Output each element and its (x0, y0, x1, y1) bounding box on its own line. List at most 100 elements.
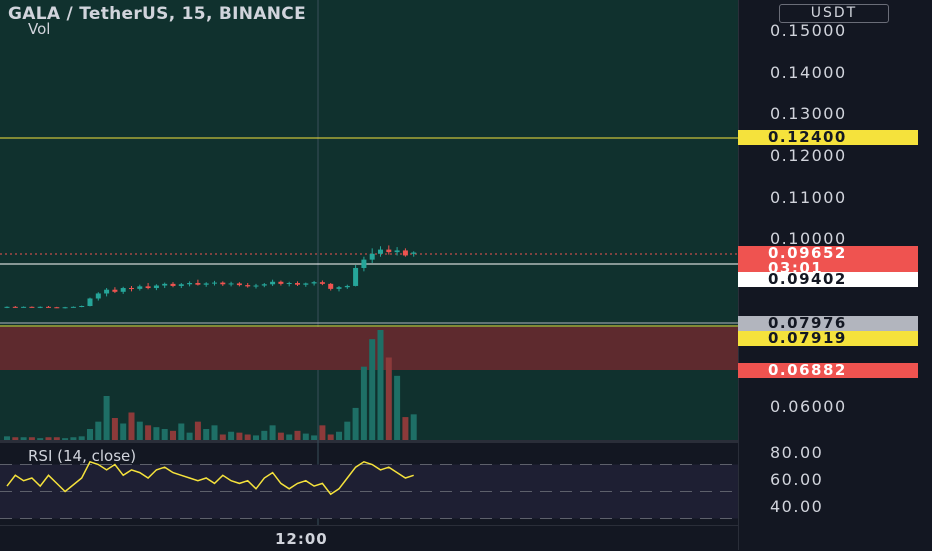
price-tick: 0.06000 (770, 397, 847, 416)
volume-bar (269, 425, 276, 440)
rsi-line (6, 460, 414, 496)
candle-body (228, 283, 234, 285)
candle-body (79, 306, 85, 308)
volume-bar (336, 431, 342, 440)
volume-bar (178, 423, 185, 440)
candle-body (212, 282, 217, 284)
gray-level-badge[interactable]: 0.07976 (738, 316, 918, 331)
rsi-tick: 60.00 (770, 470, 824, 489)
volume-bar (161, 429, 168, 440)
candle-body (129, 288, 134, 290)
candle-body (120, 288, 126, 292)
volume-bar (194, 421, 201, 440)
candle-body (411, 252, 417, 254)
candle-body (319, 282, 325, 284)
pane-divider[interactable] (0, 440, 738, 443)
volume-bar (203, 429, 210, 440)
candle-body (344, 285, 350, 288)
candle-body (112, 289, 118, 292)
candle-body (402, 250, 408, 256)
volume-bar (53, 437, 60, 440)
rsi-tick: 40.00 (770, 497, 824, 516)
alert-price-badge[interactable]: 0.12400 (738, 130, 918, 145)
candle-body (394, 250, 400, 253)
candle-body (137, 286, 143, 289)
candle-body (253, 285, 259, 287)
price-tick: 0.11000 (770, 188, 847, 207)
price-tick: 0.15000 (770, 21, 847, 40)
volume-bar (377, 330, 384, 440)
candle-body (203, 283, 209, 285)
volume-bar (369, 339, 376, 440)
candle-body (178, 284, 184, 286)
price-tick: 0.12000 (770, 146, 847, 165)
volume-bar (78, 436, 85, 440)
candle-body (62, 307, 68, 309)
last-price-badge[interactable]: 0.09652 03:01 (738, 246, 918, 276)
volume-bar (120, 423, 127, 440)
volume-bar (145, 425, 152, 440)
rsi-label[interactable]: RSI (14, close) (28, 447, 137, 465)
candle-body (29, 306, 35, 308)
candle-body (70, 306, 76, 308)
price-tick: 0.13000 (770, 104, 847, 123)
currency-button[interactable]: USDT (779, 4, 889, 23)
candle-body (245, 285, 251, 287)
candle-body (270, 281, 276, 285)
candle-body (378, 249, 383, 254)
red-level-badge[interactable]: 0.06882 (738, 363, 918, 378)
time-axis[interactable] (0, 525, 738, 551)
volume-bar (136, 421, 143, 440)
volume-bar (20, 437, 27, 440)
volume-bar (277, 432, 284, 440)
volume-label: Vol (28, 20, 51, 38)
candle-body (54, 307, 60, 309)
candle-countdown: 03:01 (768, 259, 824, 277)
volume-bar (294, 430, 301, 440)
volume-bar (410, 414, 417, 440)
volume-bar (219, 434, 226, 440)
resistance-zone (0, 327, 738, 370)
volume-bar (111, 418, 118, 440)
last-price-value: 0.09652 (768, 244, 847, 262)
volume-bar (261, 430, 268, 440)
volume-bar (211, 425, 218, 440)
volume-bar (12, 437, 19, 440)
volume-bar (95, 421, 102, 440)
candle-body (261, 284, 267, 286)
volume-bar (70, 437, 77, 440)
volume-bar (103, 396, 110, 440)
volume-bar (286, 434, 293, 440)
candle-body (220, 282, 226, 285)
candle-body (328, 283, 334, 289)
volume-bar (360, 366, 367, 440)
price-tick: 0.14000 (770, 63, 847, 82)
candle-body (303, 283, 309, 285)
volume-bar (170, 430, 176, 440)
candle-body (187, 283, 193, 285)
volume-bar (402, 417, 409, 440)
candle-body (336, 287, 342, 289)
volume-bar (244, 434, 251, 440)
candle-body (46, 306, 51, 308)
volume-bar (128, 412, 135, 440)
rsi-tick: 80.00 (770, 443, 824, 462)
volume-bar (45, 437, 52, 440)
volume-bar (327, 434, 334, 440)
candle-body (286, 283, 292, 285)
symbol-title[interactable]: GALA / TetherUS, 15, BINANCE (8, 4, 306, 24)
candle-body (145, 286, 151, 289)
volume-bar (186, 432, 193, 440)
candle-body (4, 306, 10, 308)
support-price-badge[interactable]: 0.09402 (738, 272, 918, 287)
volume-bar (228, 431, 235, 440)
candle-body (153, 285, 159, 289)
volume-bar (352, 407, 359, 440)
candle-body (104, 289, 110, 294)
volume-bar (153, 427, 160, 440)
volume-bar (344, 421, 351, 440)
yellow-level-badge[interactable]: 0.07919 (738, 331, 918, 346)
candle-body (37, 306, 43, 308)
